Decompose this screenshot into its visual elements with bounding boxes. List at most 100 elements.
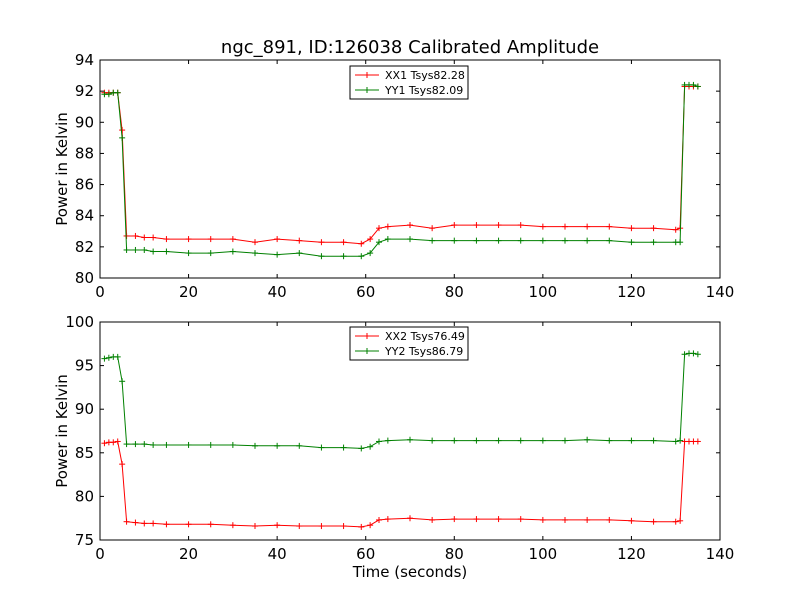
data-point [119,134,126,141]
legend-box [349,326,469,361]
data-point [110,439,117,446]
legend: XX1 Tsys82.28 YY1 Tsys82.09 [349,65,469,100]
data-point [163,441,170,448]
data-point [296,250,303,257]
data-point [141,234,148,241]
y-tick-label: 94 [75,51,94,69]
data-point [318,253,325,260]
data-point [163,521,170,528]
series-line [104,440,698,528]
x-tick-label: 20 [179,545,198,563]
data-point [495,237,502,244]
data-point [252,442,258,449]
data-point [517,516,524,523]
y-axis-label: Power in Kelvin [53,112,71,226]
data-point [141,246,148,253]
data-point [650,239,657,246]
data-point [141,520,148,527]
x-tick-label: 100 [529,283,558,301]
series-2 [101,81,701,260]
data-point [207,250,214,257]
data-point [141,441,148,448]
y-tick-label: 82 [75,238,94,256]
data-point [376,516,382,523]
x-tick-label: 40 [268,545,287,563]
data-point [584,516,591,523]
legend-label: YY1 Tsys82.09 [384,84,463,97]
data-point [429,437,436,444]
y-tick-label: 86 [75,176,94,194]
data-point [584,436,591,443]
series-line [104,352,698,449]
x-tick-label: 0 [95,545,105,563]
x-tick-label: 80 [445,283,464,301]
data-point [451,222,458,229]
data-point [367,522,374,529]
data-point [229,236,236,243]
data-point [105,354,112,361]
data-point [451,237,458,244]
data-point [672,438,679,445]
data-point [562,237,568,244]
data-point [367,443,374,450]
x-tick-label: 120 [617,283,646,301]
data-point [690,350,697,357]
y-tick-label: 80 [75,269,94,287]
data-point [451,516,458,523]
legend-label: XX1 Tsys82.28 [385,69,465,82]
data-point [677,239,684,246]
data-point [539,516,546,523]
series-2 [101,350,701,452]
data-point [562,437,568,444]
data-point [296,523,303,530]
data-point [185,250,192,257]
data-point [407,515,413,522]
data-point [114,438,121,445]
x-tick-label: 40 [268,283,287,301]
plot-frame [99,321,721,541]
data-point [628,437,635,444]
data-point [318,239,325,246]
data-point [562,516,568,523]
legend-box [349,65,469,100]
data-point [473,222,480,229]
data-point [650,225,657,232]
data-point [584,223,591,230]
data-point [539,437,546,444]
data-point [407,222,413,229]
data-point [473,437,480,444]
data-point [376,225,382,232]
data-point [677,437,684,444]
data-point [318,444,325,451]
data-point [694,438,701,445]
data-point [252,523,258,530]
data-point [123,246,130,253]
data-point [123,518,130,525]
legend-item: YY2 Tsys86.79 [355,345,463,358]
data-point [185,236,192,243]
data-point [495,222,502,229]
data-point [562,223,568,230]
y-tick-label: 95 [75,357,94,375]
data-point [340,239,347,246]
data-point [606,516,613,523]
x-tick-label: 20 [179,283,198,301]
data-point [376,239,382,246]
data-point [123,441,130,448]
y-tick-label: 88 [75,144,94,162]
data-point [690,81,697,88]
data-point [101,440,108,447]
data-point [495,437,502,444]
data-point [229,248,236,255]
legend-item: XX1 Tsys82.28 [355,69,465,82]
data-point [384,437,391,444]
data-point [429,225,436,232]
data-point [677,517,684,524]
data-point [274,442,281,449]
data-point [340,523,347,530]
data-point [252,239,258,246]
x-tick-label: 0 [95,283,105,301]
y-tick-label: 90 [75,400,94,418]
data-point [229,441,236,448]
